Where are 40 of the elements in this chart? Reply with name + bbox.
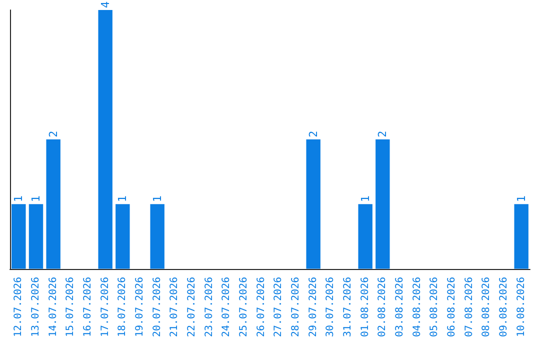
x-tick-label: 15.07.2026 [65,276,76,338]
x-tick-label: 27.07.2026 [273,276,284,338]
data-label: 1 [116,195,130,202]
x-tick-label: 01.08.2026 [360,276,371,338]
x-tick-label: 16.07.2026 [82,276,94,338]
x-tick-label: 06.08.2026 [446,276,458,338]
x-tick-label: 30.07.2026 [325,276,336,338]
x-tick-label: 02.08.2026 [377,276,388,338]
x-tick-label: 26.07.2026 [256,276,267,338]
data-label: 1 [12,195,26,202]
x-tick-label: 09.08.2026 [498,276,510,338]
data-label: 2 [306,130,320,138]
data-label: 4 [98,1,112,8]
data-label: 2 [376,130,390,138]
x-tick-label: 03.08.2026 [394,276,406,338]
data-label: 1 [358,195,372,202]
x-tick-label: 07.08.2026 [464,276,475,338]
x-tick-label: 20.07.2026 [152,276,163,338]
x-tick-label: 24.07.2026 [221,276,232,338]
x-tick-label: 14.07.2026 [48,276,59,338]
x-tick-label: 12.07.2026 [13,276,24,338]
data-label: 2 [46,130,60,138]
x-tick-label: 05.08.2026 [429,276,440,338]
x-tick-label: 28.07.2026 [290,276,302,338]
x-tick-label: 29.07.2026 [308,276,319,338]
x-tick-label: 13.07.2026 [30,276,42,338]
x-tick-label: 31.07.2026 [342,276,354,338]
x-tick-label: 23.07.2026 [204,276,215,338]
x-tick-label: 04.08.2026 [412,276,423,338]
x-tick-label: 08.08.2026 [481,276,492,338]
x-tick-label: 10.08.2026 [516,276,527,338]
x-tick-label: 17.07.2026 [100,276,111,338]
data-label: 1 [30,195,42,202]
x-tick-label: 19.07.2026 [134,276,146,338]
x-tick-label: 22.07.2026 [186,276,198,338]
x-tick-label: 25.07.2026 [238,276,250,338]
data-label: 1 [514,195,528,202]
x-tick-label: 18.07.2026 [117,276,128,338]
x-tick-label: 21.07.2026 [169,276,180,338]
data-label: 1 [150,195,164,202]
